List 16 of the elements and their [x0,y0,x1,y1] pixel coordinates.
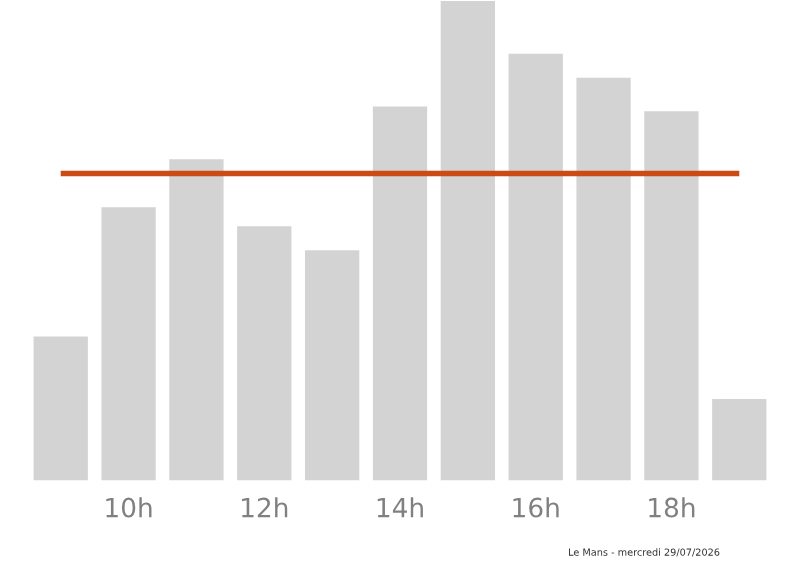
bar [644,111,699,481]
x-tick-label: 12h [242,497,288,518]
bar [712,398,767,481]
bar [372,106,428,481]
x-tick-label: 18h [649,497,695,518]
bar [101,207,156,481]
bar [33,336,88,481]
bar [440,0,495,481]
bar [576,77,631,481]
bar [508,53,563,481]
bar [305,250,360,481]
bar [237,226,292,481]
x-tick-label: 10h [106,497,152,518]
bar [169,159,224,481]
x-tick-label: 16h [513,497,559,518]
x-tick-label: 14h [377,497,423,518]
